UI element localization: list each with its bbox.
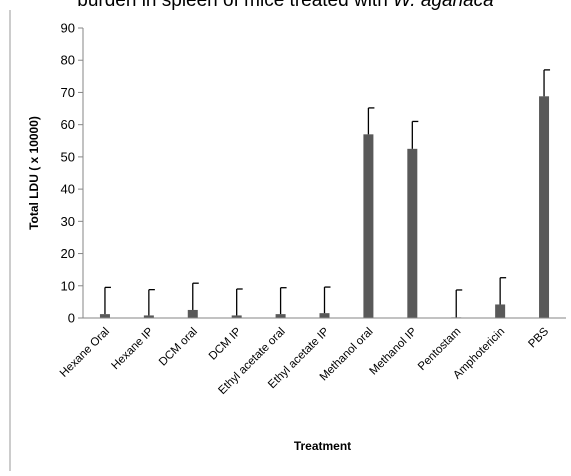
bar [99, 314, 110, 318]
bars [99, 96, 550, 318]
y-axis-label: Total LDU ( x 10000) [27, 116, 41, 230]
x-axis-label: Treatment [294, 439, 351, 453]
y-axis-ticks: 0 10 20 30 40 50 60 70 80 90 [61, 21, 83, 326]
x-tick-label: Hexane IP [110, 325, 157, 372]
chart-title-species: W. aganaca [393, 0, 494, 11]
y-tick-label: 50 [61, 149, 75, 164]
chart-title: burden in spleen of mice treated with W.… [0, 0, 571, 12]
bar [539, 96, 550, 318]
chart-title-text: burden in spleen of mice treated with [77, 0, 388, 11]
y-tick-label: 0 [68, 311, 75, 326]
bar [275, 314, 286, 318]
bar [143, 315, 154, 318]
y-tick-label: 30 [61, 214, 75, 229]
bar [495, 304, 506, 318]
y-tick-label: 40 [61, 182, 75, 197]
x-tick-label: Hexane Oral [58, 326, 112, 380]
x-tick-label: PBS [526, 325, 551, 350]
bar [363, 134, 374, 318]
y-tick-label: 20 [61, 246, 75, 261]
x-tick-label: DCM IP [207, 325, 244, 362]
x-tick-label: Methanol IP [368, 325, 420, 377]
y-tick-label: 10 [61, 278, 75, 293]
x-tick-label: DCM oral [157, 326, 200, 369]
x-tick-label: Pentostam [416, 326, 463, 373]
bar [231, 315, 242, 318]
bar [319, 313, 330, 318]
error-bars [104, 69, 551, 318]
y-tick-label: 90 [61, 21, 75, 36]
bar [187, 309, 198, 318]
y-tick-label: 70 [61, 85, 75, 100]
bar [407, 148, 418, 318]
y-tick-label: 80 [61, 53, 75, 68]
y-tick-label: 60 [61, 117, 75, 132]
